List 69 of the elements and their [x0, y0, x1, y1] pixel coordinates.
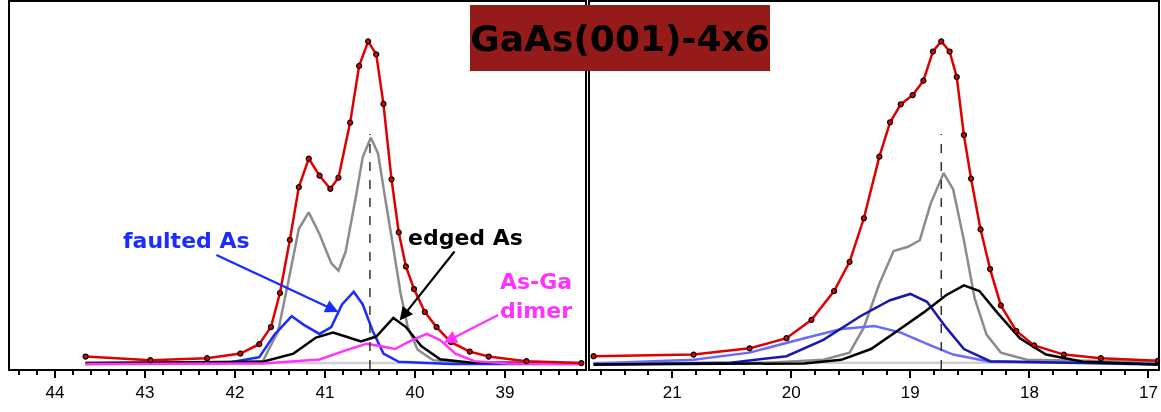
point [256, 341, 263, 348]
point [860, 215, 867, 222]
point [433, 323, 440, 331]
annotation: faulted As [123, 228, 250, 253]
annotation: As-Ga dimer [500, 269, 573, 323]
point [356, 62, 363, 69]
x-tick-label: 39 [495, 383, 515, 403]
point [327, 185, 334, 192]
point [147, 357, 154, 364]
point [466, 348, 473, 355]
point [1013, 327, 1020, 335]
point [388, 176, 395, 183]
point [402, 263, 410, 270]
x-tick-label: 20 [781, 383, 801, 403]
point [846, 258, 853, 265]
point [831, 287, 838, 295]
x-tick-label: 44 [45, 383, 65, 403]
point [286, 236, 293, 243]
point [590, 353, 597, 360]
point [920, 77, 927, 84]
x-tick-label: 43 [135, 383, 155, 403]
point [316, 172, 323, 179]
point [410, 285, 418, 293]
point [523, 358, 530, 365]
point [365, 38, 372, 45]
point [203, 355, 211, 362]
x-tick-label: 17 [1139, 383, 1158, 403]
x-tick-label: 41 [315, 383, 335, 403]
point [295, 184, 302, 191]
chart-title: GaAs(001)-4x6 [470, 5, 770, 71]
point [938, 38, 945, 45]
point [305, 155, 312, 162]
point [373, 51, 380, 58]
point [267, 323, 275, 331]
point [876, 153, 883, 160]
point [929, 48, 937, 55]
point [1060, 351, 1068, 358]
point [485, 353, 492, 360]
point [82, 353, 89, 360]
point [746, 345, 753, 352]
point [886, 119, 894, 126]
point [347, 119, 354, 126]
point [237, 350, 244, 357]
point [977, 226, 984, 233]
x-tick-label: 40 [405, 383, 425, 403]
point [783, 335, 790, 342]
point [897, 101, 904, 108]
point [960, 131, 967, 139]
annotation: edged As [408, 225, 523, 250]
x-tick-label: 21 [662, 383, 682, 403]
x-tick-label: 42 [225, 383, 245, 403]
point [909, 91, 916, 99]
point [1031, 342, 1038, 349]
point [335, 174, 342, 181]
point [946, 48, 953, 55]
point [578, 360, 585, 367]
point [276, 289, 284, 297]
point [690, 351, 697, 358]
point [953, 73, 960, 81]
point [1097, 355, 1104, 362]
point [987, 265, 994, 273]
x-tick-label: 19 [900, 383, 920, 403]
point [997, 302, 1004, 309]
point [967, 175, 975, 182]
point [421, 308, 428, 316]
x-tick-label: 18 [1019, 383, 1039, 403]
point [808, 316, 815, 323]
point [380, 100, 387, 108]
point [395, 229, 402, 236]
